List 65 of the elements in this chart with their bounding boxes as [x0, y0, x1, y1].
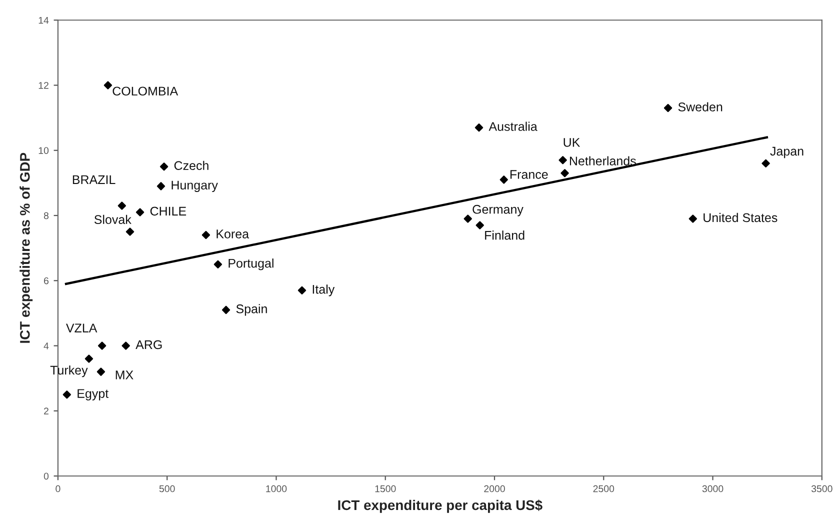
annotation: Korea	[216, 230, 250, 238]
x-tick-label: 0	[56, 485, 60, 492]
annotation: Italy	[312, 284, 335, 296]
point	[126, 228, 134, 236]
annotation: VZLA	[66, 324, 98, 332]
point	[98, 342, 106, 350]
annotation: Hungary	[172, 180, 218, 192]
y-axis-title: ICT expenditure as % of GDP	[20, 152, 33, 343]
point	[558, 156, 567, 164]
x-tick-label: 1000	[266, 485, 287, 492]
annotation: ARG	[136, 340, 162, 350]
annotation: COLOMBIA	[112, 86, 178, 96]
annotation: France	[510, 170, 548, 179]
point	[476, 221, 484, 230]
point	[104, 81, 112, 90]
point	[762, 159, 770, 168]
point	[96, 368, 106, 376]
annotation: Japan	[770, 146, 804, 158]
y-tick-label: 8	[44, 212, 49, 220]
annotation: UK	[564, 138, 580, 147]
point	[560, 169, 569, 178]
point	[298, 286, 306, 294]
y-tick-label: 2	[44, 408, 48, 414]
point	[202, 230, 210, 240]
y-tick-label: 14	[38, 16, 49, 24]
annotation: United States	[704, 212, 778, 222]
point	[222, 306, 230, 314]
annotation: Spain	[236, 304, 267, 316]
x-tick-label: 2500	[593, 485, 614, 492]
y-tick-label: 12	[38, 82, 48, 89]
x-tick-label: 3000	[702, 485, 724, 492]
point	[688, 214, 698, 223]
point	[84, 354, 94, 363]
point	[62, 390, 72, 399]
annotation: Czech	[174, 160, 208, 170]
point	[214, 260, 222, 268]
point	[160, 162, 168, 171]
annotation: Slovak	[94, 214, 132, 224]
annotation: Australia	[488, 122, 538, 131]
point	[118, 202, 126, 210]
y-tick-label: 4	[44, 342, 49, 350]
annotation: CHILE	[150, 206, 186, 216]
annotation: Finland	[485, 230, 524, 240]
y-tick-label: 0	[44, 472, 49, 480]
annotation: MX	[116, 370, 134, 380]
point	[122, 342, 130, 350]
x-tick-label: 1500	[375, 485, 396, 492]
x-tick-label: 2000	[484, 485, 505, 492]
point	[136, 208, 144, 216]
point	[664, 104, 672, 112]
point	[464, 214, 472, 223]
annotation: Germany	[472, 204, 524, 216]
point	[500, 176, 508, 184]
annotation: Portugal	[228, 258, 274, 270]
annotation: BRAZIL	[72, 175, 116, 184]
x-tick-label: 3500	[811, 485, 832, 492]
point	[156, 182, 166, 190]
y-tick-label: 6	[44, 277, 49, 284]
annotation: Sweden	[678, 102, 722, 112]
annotation: Egypt	[78, 389, 109, 400]
y-tick-label: 10	[38, 147, 49, 154]
annotation: Netherlands	[570, 156, 636, 166]
x-axis-title: ICT expenditure per capita US$	[338, 500, 542, 513]
x-tick-label: 500	[159, 485, 175, 492]
point	[474, 123, 484, 132]
